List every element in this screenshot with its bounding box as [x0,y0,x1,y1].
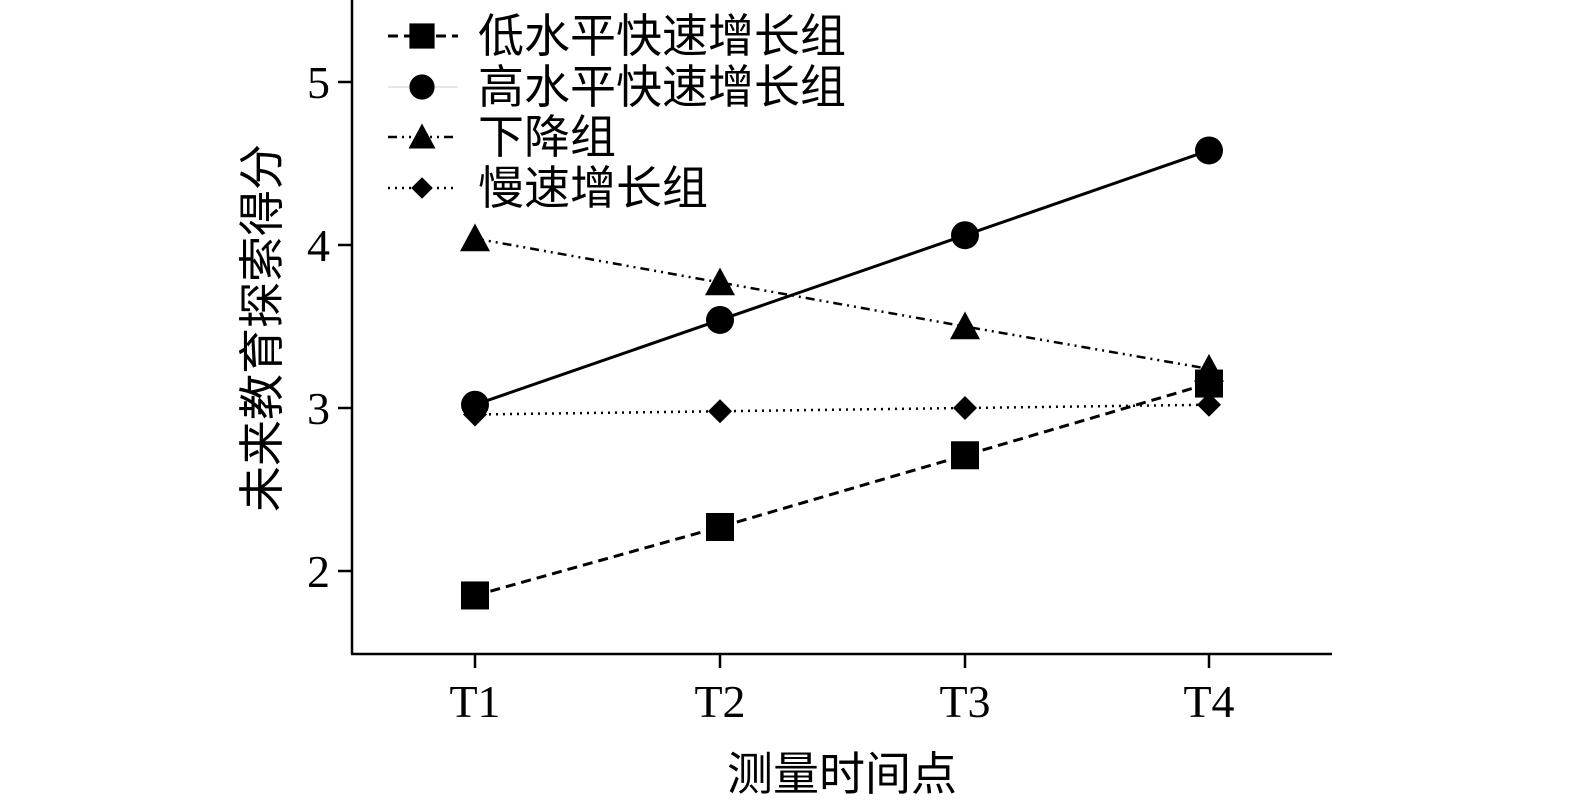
series-lines [474,149,1210,597]
series-line-1 [474,382,1210,597]
y-axis-title: 未来教育探索得分 [235,144,289,512]
axes: 2 3 4 5 T1 T2 T3 T4 [307,0,1332,727]
y-tick-label: 3 [307,383,330,434]
series-line-2 [474,149,1210,407]
data-point-diamond [953,396,977,420]
data-point-diamond [708,399,732,424]
x-tick-label: T1 [449,676,500,727]
legend-marker-square [409,23,435,49]
series-markers [460,136,1224,610]
legend-marker-diamond [411,177,433,199]
y-tick-label: 2 [307,546,330,597]
data-point-triangle [705,267,735,296]
data-point-diamond [463,402,487,427]
legend-label: 下降组 [478,110,616,164]
legend-label: 低水平快速增长组 [478,9,846,63]
data-point-circle [951,221,979,250]
y-tick-label: 4 [307,220,330,271]
x-axis-title: 测量时间点 [727,747,957,801]
series-line-3 [474,237,1210,371]
data-point-square [706,512,734,541]
data-point-triangle [950,311,980,340]
series-line-4 [474,403,1210,416]
x-tick-label: T2 [694,676,745,727]
legend-label: 慢速增长组 [478,161,708,215]
data-point-triangle [1194,353,1224,382]
data-point-circle [706,305,734,334]
data-point-square [951,441,979,470]
x-tick-label: T3 [939,676,990,727]
legend-label: 高水平快速增长组 [478,60,846,114]
data-point-diamond [1197,392,1221,417]
data-point-square [461,581,489,610]
y-tick-label: 5 [307,57,330,108]
legend-marker-triangle [408,123,436,149]
data-point-triangle [460,223,490,252]
x-tick-label: T4 [1183,676,1234,727]
data-point-circle [1195,136,1223,165]
legend-marker-circle [409,74,435,100]
